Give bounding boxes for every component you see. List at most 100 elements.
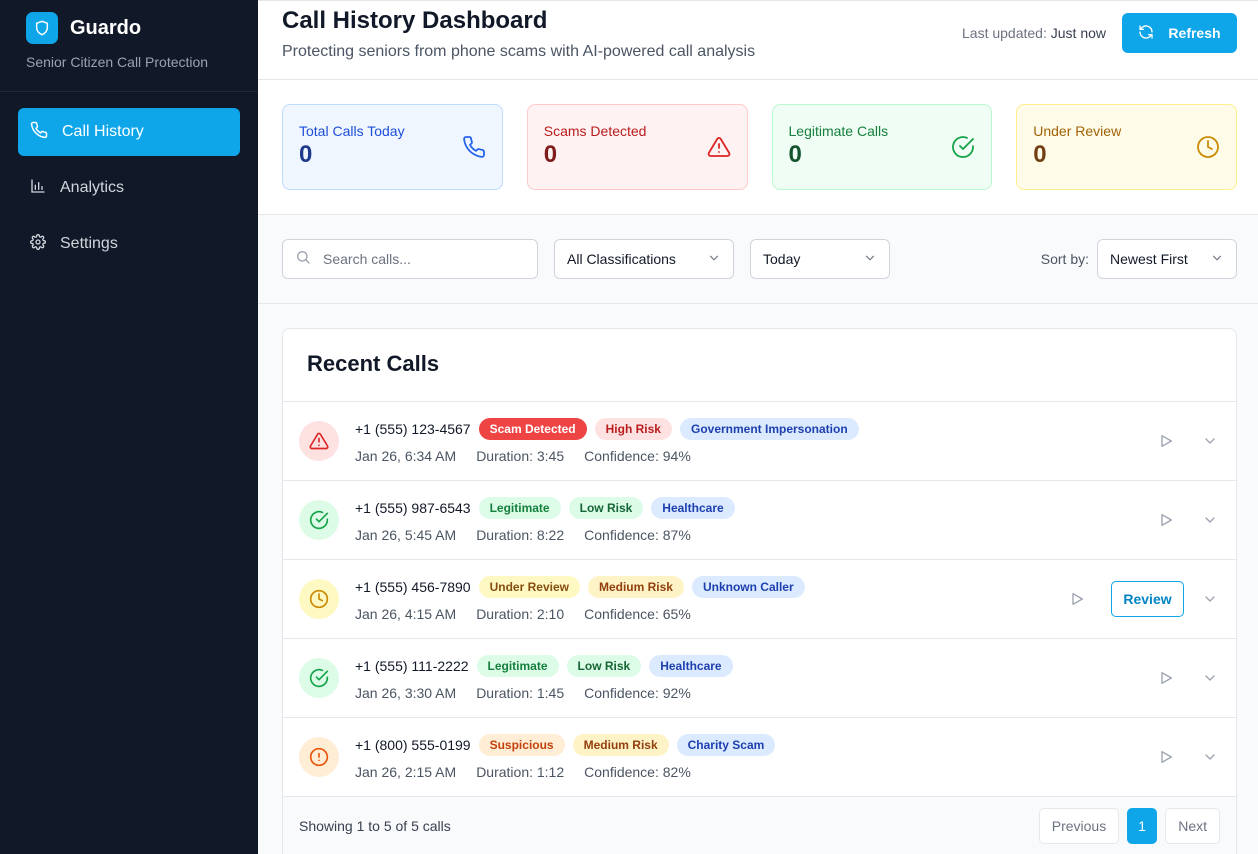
refresh-label: Refresh xyxy=(1168,25,1221,41)
classification-value: All Classifications xyxy=(567,251,676,267)
status-badge: Legitimate xyxy=(478,497,561,519)
sidebar-item-analytics[interactable]: Analytics xyxy=(18,164,240,212)
status-badge: Legitimate xyxy=(476,655,559,677)
search-input[interactable] xyxy=(323,251,523,267)
category-badge: Healthcare xyxy=(651,497,735,519)
call-row[interactable]: +1 (800) 555-0199 Suspicious Medium Risk… xyxy=(283,718,1236,797)
play-icon[interactable] xyxy=(1156,747,1176,767)
stat-value: 0 xyxy=(543,141,558,168)
phone-icon xyxy=(462,135,486,164)
check-circle-icon xyxy=(299,658,339,698)
sidebar: Guardo Senior Citizen Call Protection Ca… xyxy=(0,0,258,854)
chevron-down-icon[interactable] xyxy=(1200,431,1220,451)
play-icon[interactable] xyxy=(1156,510,1176,530)
page-header: Call History Dashboard Protecting senior… xyxy=(258,0,1258,80)
stat-total-calls: Total Calls Today 0 xyxy=(282,104,503,190)
alert-triangle-icon xyxy=(299,421,339,461)
call-row[interactable]: +1 (555) 123-4567 Scam Detected High Ris… xyxy=(283,402,1236,481)
search-box xyxy=(282,239,538,279)
chevron-down-icon[interactable] xyxy=(1200,747,1220,767)
alert-circle-icon xyxy=(299,737,339,777)
chevron-down-icon[interactable] xyxy=(1200,668,1220,688)
filters-bar: All Classifications Today Sort by: Newes… xyxy=(258,215,1258,304)
phone-number: +1 (555) 456-7890 xyxy=(355,579,471,595)
call-confidence: Confidence: 65% xyxy=(584,606,691,622)
call-date: Jan 26, 4:15 AM xyxy=(355,606,457,622)
stat-value: 0 xyxy=(788,141,802,168)
date-range-select[interactable]: Today xyxy=(750,239,890,279)
status-badge: Scam Detected xyxy=(478,418,587,440)
status-badge: Under Review xyxy=(478,576,580,598)
review-button[interactable]: Review xyxy=(1111,581,1184,617)
panel-title: Recent Calls xyxy=(283,329,1236,402)
call-duration: Duration: 2:10 xyxy=(476,606,565,622)
phone-number: +1 (555) 111-2222 xyxy=(355,658,469,674)
page-1-button[interactable]: 1 xyxy=(1127,808,1158,844)
check-circle-icon xyxy=(951,135,975,164)
call-date: Jan 26, 6:34 AM xyxy=(355,448,457,464)
sort-select[interactable]: Newest First xyxy=(1097,239,1237,279)
clock-icon xyxy=(1196,135,1220,164)
refresh-button[interactable]: Refresh xyxy=(1122,13,1237,53)
stat-label: Under Review xyxy=(1033,123,1122,139)
phone-number: +1 (800) 555-0199 xyxy=(355,737,471,753)
brand: Guardo Senior Citizen Call Protection xyxy=(0,0,258,92)
call-duration: Duration: 8:22 xyxy=(476,527,565,543)
sidebar-item-call-history[interactable]: Call History xyxy=(18,108,240,156)
stat-label: Total Calls Today xyxy=(299,123,405,139)
category-badge: Charity Scam xyxy=(676,734,776,756)
call-date: Jan 26, 2:15 AM xyxy=(355,764,457,780)
call-row[interactable]: +1 (555) 456-7890 Under Review Medium Ri… xyxy=(283,560,1236,639)
call-confidence: Confidence: 94% xyxy=(584,448,691,464)
chevron-down-icon xyxy=(863,251,877,268)
clock-icon xyxy=(299,579,339,619)
showing-count: Showing 1 to 5 of 5 calls xyxy=(299,818,451,834)
brand-name: Guardo xyxy=(70,16,142,39)
category-badge: Healthcare xyxy=(649,655,733,677)
phone-number: +1 (555) 987-6543 xyxy=(355,500,471,516)
previous-button[interactable]: Previous xyxy=(1038,808,1120,844)
search-icon xyxy=(295,249,311,270)
stat-value: 0 xyxy=(299,141,313,168)
risk-badge: Low Risk xyxy=(568,497,644,519)
stat-scams-detected: Scams Detected 0 xyxy=(526,104,748,190)
main-content: Call History Dashboard Protecting senior… xyxy=(258,0,1258,854)
sort-label: Sort by: xyxy=(1040,251,1089,267)
phone-number: +1 (555) 123-4567 xyxy=(355,421,471,437)
alert-triangle-icon xyxy=(707,135,731,164)
call-duration: Duration: 1:12 xyxy=(476,764,565,780)
play-icon[interactable] xyxy=(1067,589,1087,609)
category-badge: Unknown Caller xyxy=(691,576,805,598)
sidebar-item-label: Call History xyxy=(62,123,144,140)
classification-select[interactable]: All Classifications xyxy=(554,239,734,279)
sidebar-item-label: Settings xyxy=(60,235,118,252)
call-row[interactable]: +1 (555) 111-2222 Legitimate Low Risk He… xyxy=(283,639,1236,718)
date-range-value: Today xyxy=(763,251,801,267)
chevron-down-icon[interactable] xyxy=(1200,589,1220,609)
last-updated: Last updated: Just now xyxy=(962,25,1106,41)
sidebar-nav: Call History Analytics Settings xyxy=(0,92,258,292)
call-confidence: Confidence: 92% xyxy=(584,685,691,701)
play-icon[interactable] xyxy=(1156,668,1176,688)
chevron-down-icon xyxy=(1210,251,1224,268)
recent-calls-panel: Recent Calls +1 (555) 123-4567 Scam Dete… xyxy=(282,328,1237,854)
gear-icon xyxy=(30,233,46,255)
sort-value: Newest First xyxy=(1110,251,1188,267)
call-duration: Duration: 3:45 xyxy=(476,448,565,464)
page-title: Call History Dashboard xyxy=(282,7,548,34)
chevron-down-icon[interactable] xyxy=(1200,510,1220,530)
sidebar-item-label: Analytics xyxy=(60,179,125,196)
bar-chart-icon xyxy=(30,178,46,199)
call-row[interactable]: +1 (555) 987-6543 Legitimate Low Risk He… xyxy=(283,481,1236,560)
stat-under-review: Under Review 0 xyxy=(1016,104,1237,190)
call-confidence: Confidence: 82% xyxy=(584,764,691,780)
phone-icon xyxy=(30,121,48,144)
shield-icon xyxy=(26,12,58,44)
next-button[interactable]: Next xyxy=(1165,808,1220,844)
play-icon[interactable] xyxy=(1156,431,1176,451)
pagination-bar: Showing 1 to 5 of 5 calls Previous 1 Nex… xyxy=(283,797,1236,854)
chevron-down-icon xyxy=(707,251,721,268)
call-confidence: Confidence: 87% xyxy=(584,527,691,543)
sidebar-item-settings[interactable]: Settings xyxy=(18,220,240,268)
stat-label: Scams Detected xyxy=(543,123,647,139)
